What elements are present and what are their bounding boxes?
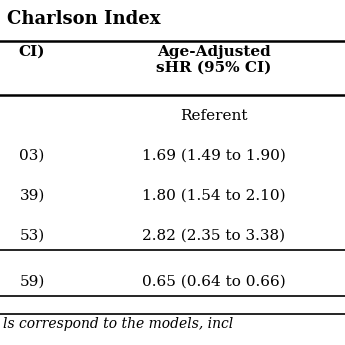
Text: ls correspond to the models, incl: ls correspond to the models, incl [3, 317, 234, 332]
Text: 0.65 (0.64 to 0.66): 0.65 (0.64 to 0.66) [142, 274, 286, 288]
Text: 1.80 (1.54 to 2.10): 1.80 (1.54 to 2.10) [142, 189, 286, 203]
Text: 39): 39) [19, 189, 45, 203]
Text: 03): 03) [19, 149, 45, 163]
Text: 2.82 (2.35 to 3.38): 2.82 (2.35 to 3.38) [142, 228, 285, 243]
Text: Referent: Referent [180, 109, 248, 124]
Text: Charlson Index: Charlson Index [7, 10, 160, 28]
Text: 53): 53) [20, 228, 45, 243]
Text: CI): CI) [18, 45, 45, 59]
Text: 59): 59) [19, 274, 45, 288]
Text: 1.69 (1.49 to 1.90): 1.69 (1.49 to 1.90) [142, 149, 286, 163]
Text: Age-Adjusted
sHR (95% CI): Age-Adjusted sHR (95% CI) [156, 45, 272, 75]
